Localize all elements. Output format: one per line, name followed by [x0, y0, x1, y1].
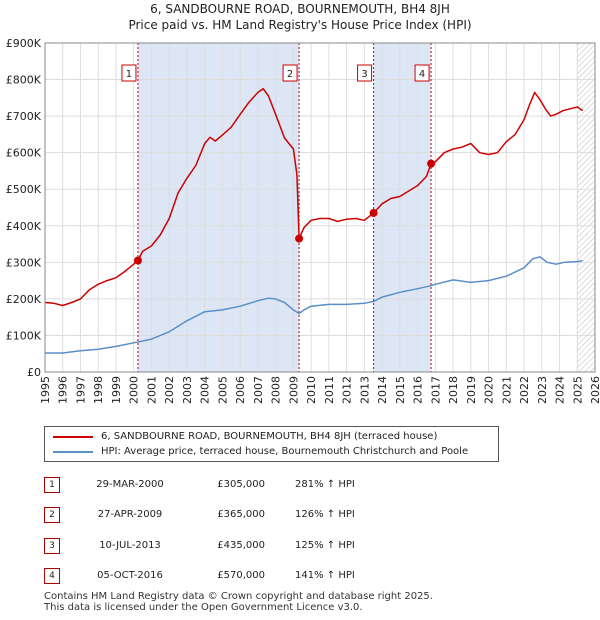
x-tick-label: 2013 [358, 376, 371, 404]
sale-number-label: 4 [419, 69, 425, 80]
y-tick-label: £400K [6, 220, 42, 233]
x-tick-label: 2011 [323, 376, 336, 404]
plot-border [44, 42, 596, 373]
transaction-row: 1 29-MAR-2000 £305,000 281% ↑ HPI [0, 474, 600, 500]
sale-number-box [282, 64, 298, 82]
ownership-shaded-period [373, 43, 432, 372]
sale-number-box [121, 64, 137, 82]
sale-number-box [357, 64, 373, 82]
x-tick-label: 2007 [252, 376, 265, 404]
transaction-date: 27-APR-2009 [97, 509, 163, 520]
price-chart: £0 £100K £200K £300K £400K £500K £600K £700K £80… [6, 37, 600, 404]
x-tick-label: 2000 [128, 376, 141, 404]
x-tick-label: 2002 [163, 376, 176, 404]
x-tick-label: 1997 [74, 376, 87, 404]
x-tick-label: 2009 [287, 376, 300, 404]
x-tick-label: 2015 [394, 376, 407, 404]
sale-number-label: 1 [126, 69, 132, 80]
transaction-number-badge: 3 [44, 538, 60, 554]
transaction-date: 05-OCT-2016 [97, 570, 163, 581]
transaction-hpi-change: 281% ↑ HPI [295, 479, 355, 490]
x-tick-label: 2010 [305, 376, 318, 404]
sale-number-box [414, 64, 430, 82]
x-tick-label: 2017 [429, 376, 442, 404]
transaction-price: £305,000 [217, 479, 265, 490]
transaction-price: £435,000 [217, 540, 265, 551]
x-tick-label: 2026 [589, 376, 600, 404]
x-tick-label: 2024 [554, 376, 567, 404]
transaction-number-badge: 1 [44, 477, 60, 493]
y-tick-label: £900K [6, 37, 42, 50]
transaction-hpi-change: 126% ↑ HPI [295, 509, 355, 520]
transaction-price: £365,000 [217, 509, 265, 520]
y-tick-label: £800K [6, 74, 42, 87]
sale-point [369, 208, 378, 217]
y-tick-label: £100K [6, 329, 42, 342]
future-hatched-region [577, 43, 595, 372]
x-tick-label: 2016 [412, 376, 425, 404]
y-tick-label: £500K [6, 183, 42, 196]
sale-point [427, 159, 436, 168]
legend-label-price: 6, SANDBOURNE ROAD, BOURNEMOUTH, BH4 8JH… [101, 431, 438, 442]
x-tick-label: 2008 [270, 376, 283, 404]
footer: Contains HM Land Registry data © Crown c… [44, 591, 433, 613]
y-tick-label: £300K [6, 256, 42, 269]
plot-area [45, 43, 595, 372]
y-tick-label: £200K [6, 293, 42, 306]
x-tick-label: 1995 [39, 376, 52, 404]
transaction-hpi-change: 125% ↑ HPI [295, 540, 355, 551]
legend-swatch-price [53, 436, 93, 438]
transaction-hpi-change: 141% ↑ HPI [295, 570, 355, 581]
x-tick-label: 2014 [376, 376, 389, 404]
footer-copyright: Contains HM Land Registry data © Crown c… [44, 591, 433, 602]
y-tick-label: £700K [6, 110, 42, 123]
x-tick-label: 2006 [234, 376, 247, 404]
sale-point [133, 256, 142, 265]
transaction-row: 3 10-JUL-2013 £435,000 125% ↑ HPI [0, 535, 600, 561]
chart-subtitle: Price paid vs. HM Land Registry's House … [128, 18, 472, 32]
transaction-number-badge: 2 [44, 507, 60, 523]
x-tick-label: 1998 [92, 376, 105, 404]
y-tick-label: £0 [27, 366, 41, 379]
transaction-date: 29-MAR-2000 [96, 479, 164, 490]
transaction-date: 10-JUL-2013 [99, 540, 161, 551]
y-tick-label: £600K [6, 147, 42, 160]
x-tick-label: 2005 [216, 376, 229, 404]
legend: 6, SANDBOURNE ROAD, BOURNEMOUTH, BH4 8JH… [44, 426, 499, 462]
sale-number-label: 2 [287, 69, 293, 80]
x-tick-label: 2001 [145, 376, 158, 404]
x-tick-label: 2012 [341, 376, 354, 404]
x-tick-label: 1996 [57, 376, 70, 404]
x-tick-label: 2019 [465, 376, 478, 404]
transaction-row: 4 05-OCT-2016 £570,000 141% ↑ HPI [0, 565, 600, 591]
sale-point [295, 234, 304, 243]
transaction-row: 2 27-APR-2009 £365,000 126% ↑ HPI [0, 504, 600, 530]
ownership-shaded-period [137, 43, 300, 372]
sale-number-label: 3 [361, 69, 367, 80]
footer-licence: This data is licensed under the Open Gov… [44, 602, 363, 613]
x-tick-label: 2025 [571, 376, 584, 404]
x-tick-label: 2023 [536, 376, 549, 404]
hpi-line [45, 256, 583, 354]
x-tick-label: 2018 [447, 376, 460, 404]
price-paid-line [44, 87, 584, 307]
x-tick-label: 2003 [181, 376, 194, 404]
transaction-number-badge: 4 [44, 568, 60, 584]
x-tick-label: 2004 [199, 376, 212, 404]
transaction-price: £570,000 [217, 570, 265, 581]
x-tick-label: 1999 [110, 376, 123, 404]
chart-title: 6, SANDBOURNE ROAD, BOURNEMOUTH, BH4 8JH [150, 2, 450, 16]
x-tick-label: 2022 [518, 376, 531, 404]
legend-label-hpi: HPI: Average price, terraced house, Bour… [101, 446, 469, 457]
x-tick-label: 2020 [483, 376, 496, 404]
x-tick-label: 2021 [500, 376, 513, 404]
legend-swatch-hpi [53, 451, 93, 453]
